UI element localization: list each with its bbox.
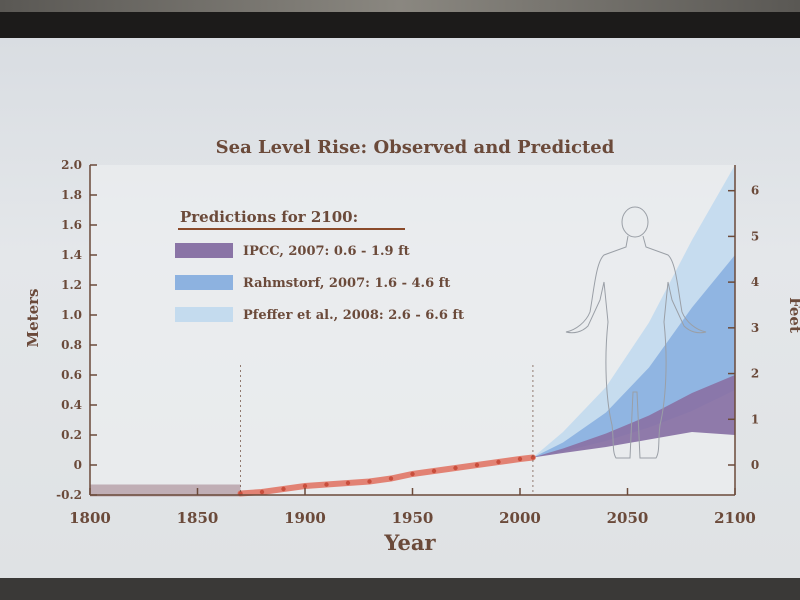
y-tick-label-right: 2 [751, 367, 759, 381]
y-tick-label-left: -0.2 [56, 488, 82, 502]
y-tick-label-left: 1.0 [61, 308, 82, 322]
projection-band-ipcc-2007 [532, 375, 735, 458]
observed-point [453, 465, 458, 471]
y-tick-label-right: 1 [751, 412, 759, 426]
x-tick-label: 2000 [499, 509, 541, 527]
y-tick-label-right: 4 [751, 275, 759, 289]
projector-bottom-edge [0, 578, 800, 600]
reference-band [90, 484, 241, 497]
legend-swatch [175, 275, 233, 290]
y-tick-label-right: 0 [751, 458, 759, 472]
x-tick-label: 1850 [177, 509, 219, 527]
observed-point [496, 459, 501, 465]
observed-point [302, 483, 308, 489]
y-tick-label-right: 3 [751, 321, 759, 335]
x-tick-label: 1950 [392, 509, 434, 527]
y-tick-label-left: 0.4 [61, 398, 82, 412]
observed-point [345, 480, 351, 486]
y-tick-label-right: 5 [751, 229, 759, 243]
y-axis-label-left: Meters [24, 289, 42, 348]
observed-point [530, 455, 536, 460]
legend-swatch [175, 307, 233, 322]
y-tick-label-left: 1.8 [61, 188, 82, 202]
chart-title: Sea Level Rise: Observed and Predicted [216, 137, 615, 158]
observed-point [474, 462, 480, 468]
y-tick-label-right: 6 [751, 184, 759, 198]
y-tick-label-left: 1.2 [61, 278, 82, 292]
legend: Predictions for 2100: IPCC, 2007: 0.6 - … [175, 208, 464, 323]
y-tick-label-left: 1.4 [61, 248, 82, 262]
x-tick-label: 2100 [714, 509, 756, 527]
y-tick-label-left: 0.6 [61, 368, 82, 382]
x-tick-label: 2050 [607, 509, 649, 527]
legend-swatch [175, 243, 233, 258]
figure-head [621, 206, 649, 238]
legend-title: Predictions for 2100: [180, 208, 358, 226]
observed-point [410, 471, 415, 477]
y-tick-label-left: 1.6 [61, 218, 82, 232]
legend-label: Rahmstorf, 2007: 1.6 - 4.6 ft [243, 276, 450, 291]
observed-point [324, 482, 329, 487]
y-tick-label-left: 0.2 [61, 428, 82, 442]
projector-top-edge [0, 0, 800, 12]
x-tick-label: 1800 [69, 509, 111, 527]
figure-body [565, 235, 707, 459]
observed-point [281, 486, 286, 492]
x-tick-label: 1900 [284, 509, 326, 527]
observed-point [517, 456, 523, 462]
observed-point [388, 476, 394, 481]
observed-point [431, 468, 437, 474]
y-axis-label-right: Feet [786, 297, 800, 333]
y-tick-label-left: 2.0 [61, 158, 82, 172]
y-tick-label-left: 0.8 [61, 338, 82, 352]
x-axis-label: Year [383, 530, 436, 555]
legend-label: Pfeffer et al., 2008: 2.6 - 6.6 ft [243, 308, 464, 323]
y-tick-label-left: 0 [74, 458, 82, 472]
observed-point [367, 479, 372, 484]
observed-point [259, 489, 265, 495]
legend-label: IPCC, 2007: 0.6 - 1.9 ft [243, 244, 410, 259]
human-silhouette [565, 206, 707, 459]
